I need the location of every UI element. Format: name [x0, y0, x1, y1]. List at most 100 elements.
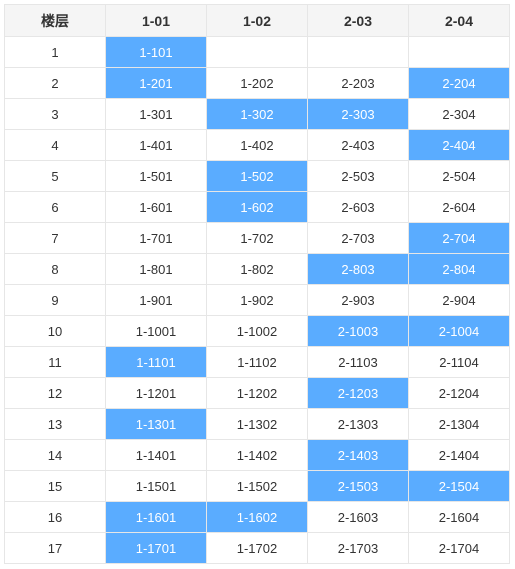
unit-cell-selected[interactable]: 2-1403	[307, 439, 409, 471]
table-row: 10 1-1001 1-1002 2-1003 2-1004	[4, 315, 510, 347]
unit-cell-selected[interactable]: 1-1601	[105, 501, 207, 533]
unit-cell-selected[interactable]: 1-502	[206, 160, 308, 192]
unit-cell[interactable]: 1-1002	[206, 315, 308, 347]
unit-cell-selected[interactable]: 2-404	[408, 129, 510, 161]
unit-cell-selected[interactable]: 1-101	[105, 36, 207, 68]
table-row: 2 1-201 1-202 2-203 2-204	[4, 67, 510, 99]
unit-cell[interactable]: 2-1304	[408, 408, 510, 440]
unit-cell[interactable]: 2-603	[307, 191, 409, 223]
unit-cell[interactable]: 1-701	[105, 222, 207, 254]
unit-cell-selected[interactable]: 2-1203	[307, 377, 409, 409]
table-row: 4 1-401 1-402 2-403 2-404	[4, 129, 510, 161]
unit-cell[interactable]: 2-1103	[307, 346, 409, 378]
table-row: 17 1-1701 1-1702 2-1703 2-1704	[4, 532, 510, 564]
unit-cell[interactable]: 2-1604	[408, 501, 510, 533]
table-row: 14 1-1401 1-1402 2-1403 2-1404	[4, 439, 510, 471]
table-row: 6 1-601 1-602 2-603 2-604	[4, 191, 510, 223]
unit-cell[interactable]: 1-1502	[206, 470, 308, 502]
unit-cell-selected[interactable]: 2-704	[408, 222, 510, 254]
unit-cell[interactable]: 1-1001	[105, 315, 207, 347]
unit-cell-selected[interactable]: 1-1602	[206, 501, 308, 533]
table-row: 8 1-801 1-802 2-803 2-804	[4, 253, 510, 285]
unit-cell[interactable]: 1-301	[105, 98, 207, 130]
floor-cell: 12	[4, 377, 106, 409]
unit-cell[interactable]: 1-501	[105, 160, 207, 192]
unit-cell-selected[interactable]: 1-1101	[105, 346, 207, 378]
table-row: 12 1-1201 1-1202 2-1203 2-1204	[4, 377, 510, 409]
unit-cell[interactable]: 1-702	[206, 222, 308, 254]
floor-cell: 5	[4, 160, 106, 192]
unit-cell[interactable]: 2-1104	[408, 346, 510, 378]
floor-cell: 17	[4, 532, 106, 564]
floor-cell: 4	[4, 129, 106, 161]
unit-cell[interactable]: 1-1402	[206, 439, 308, 471]
unit-cell-selected[interactable]: 2-1503	[307, 470, 409, 502]
floor-cell: 9	[4, 284, 106, 316]
unit-cell-selected[interactable]: 1-201	[105, 67, 207, 99]
unit-cell-selected[interactable]: 1-602	[206, 191, 308, 223]
unit-cell[interactable]: 1-401	[105, 129, 207, 161]
unit-cell-selected[interactable]: 2-204	[408, 67, 510, 99]
unit-cell[interactable]: 1-1201	[105, 377, 207, 409]
unit-cell[interactable]: 1-802	[206, 253, 308, 285]
unit-cell[interactable]: 1-1102	[206, 346, 308, 378]
unit-cell[interactable]: 1-202	[206, 67, 308, 99]
floor-cell: 11	[4, 346, 106, 378]
unit-cell-selected[interactable]: 2-303	[307, 98, 409, 130]
table-row: 3 1-301 1-302 2-303 2-304	[4, 98, 510, 130]
header-floor: 楼层	[4, 4, 106, 37]
table-row: 9 1-901 1-902 2-903 2-904	[4, 284, 510, 316]
table-row: 15 1-1501 1-1502 2-1503 2-1504	[4, 470, 510, 502]
unit-cell[interactable]: 2-1404	[408, 439, 510, 471]
unit-cell[interactable]: 2-1603	[307, 501, 409, 533]
unit-cell[interactable]: 2-403	[307, 129, 409, 161]
unit-cell[interactable]: 2-604	[408, 191, 510, 223]
table-row: 16 1-1601 1-1602 2-1603 2-1604	[4, 501, 510, 533]
unit-cell[interactable]: 2-903	[307, 284, 409, 316]
table-row: 7 1-701 1-702 2-703 2-704	[4, 222, 510, 254]
unit-cell-selected[interactable]: 1-302	[206, 98, 308, 130]
unit-cell[interactable]: 2-1303	[307, 408, 409, 440]
table-row: 13 1-1301 1-1302 2-1303 2-1304	[4, 408, 510, 440]
unit-cell[interactable]: 2-203	[307, 67, 409, 99]
floor-cell: 1	[4, 36, 106, 68]
floor-cell: 15	[4, 470, 106, 502]
table-body: 1 1-101 2 1-201 1-202 2-203 2-204 3 1-301 1-302 2-…	[4, 36, 510, 564]
unit-cell[interactable]: 2-1703	[307, 532, 409, 564]
unit-cell-selected[interactable]: 2-803	[307, 253, 409, 285]
unit-cell[interactable]: 2-304	[408, 98, 510, 130]
unit-cell[interactable]: 1-1202	[206, 377, 308, 409]
unit-cell-selected[interactable]: 1-1301	[105, 408, 207, 440]
unit-cell[interactable]: 2-703	[307, 222, 409, 254]
floor-cell: 16	[4, 501, 106, 533]
floor-cell: 2	[4, 67, 106, 99]
unit-cell[interactable]: 1-402	[206, 129, 308, 161]
unit-cell[interactable]: 1-1302	[206, 408, 308, 440]
unit-cell[interactable]: 2-904	[408, 284, 510, 316]
unit-cell-selected[interactable]: 2-1504	[408, 470, 510, 502]
unit-cell-selected[interactable]: 2-1003	[307, 315, 409, 347]
empty-cell	[307, 36, 409, 68]
unit-cell[interactable]: 1-1501	[105, 470, 207, 502]
unit-cell[interactable]: 1-601	[105, 191, 207, 223]
floor-cell: 13	[4, 408, 106, 440]
unit-cell[interactable]: 1-1702	[206, 532, 308, 564]
unit-cell[interactable]: 1-901	[105, 284, 207, 316]
unit-cell-selected[interactable]: 1-1701	[105, 532, 207, 564]
unit-cell[interactable]: 2-504	[408, 160, 510, 192]
header-unit-2-03: 2-03	[307, 4, 409, 37]
empty-cell	[206, 36, 308, 68]
unit-cell-selected[interactable]: 2-804	[408, 253, 510, 285]
header-unit-1-02: 1-02	[206, 4, 308, 37]
unit-cell-selected[interactable]: 2-1004	[408, 315, 510, 347]
unit-cell[interactable]: 2-1204	[408, 377, 510, 409]
table-row: 11 1-1101 1-1102 2-1103 2-1104	[4, 346, 510, 378]
header-unit-2-04: 2-04	[408, 4, 510, 37]
floor-unit-table: 楼层 1-01 1-02 2-03 2-04 1 1-101 2 1-201 1-202…	[4, 4, 510, 564]
unit-cell[interactable]: 1-801	[105, 253, 207, 285]
unit-cell[interactable]: 1-902	[206, 284, 308, 316]
floor-cell: 7	[4, 222, 106, 254]
unit-cell[interactable]: 2-503	[307, 160, 409, 192]
unit-cell[interactable]: 2-1704	[408, 532, 510, 564]
unit-cell[interactable]: 1-1401	[105, 439, 207, 471]
